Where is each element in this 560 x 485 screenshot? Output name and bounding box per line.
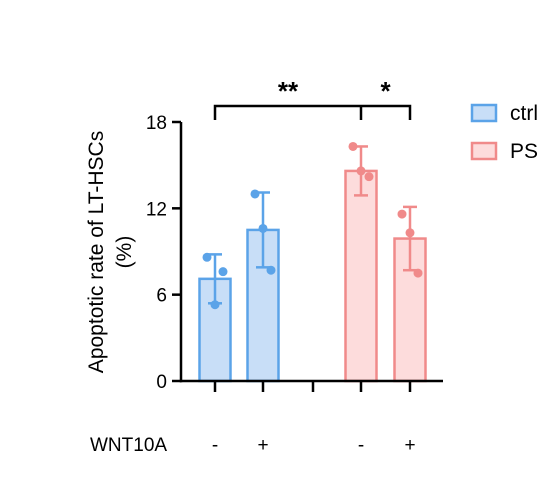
significance-label: * [380, 76, 391, 106]
data-point [218, 267, 228, 277]
y-axis-label-line-1: Apoptotic rate of LT-HSCs [85, 131, 108, 373]
data-point [364, 172, 374, 182]
condition-label: - [358, 435, 364, 456]
data-point [258, 223, 268, 233]
y-tick-label: 6 [156, 286, 167, 307]
y-axis-label: Apoptotic rate of LT-HSCs (%) [85, 131, 136, 373]
condition-label: + [257, 435, 268, 456]
legend-swatch [470, 141, 498, 161]
data-point [397, 209, 407, 219]
legend: ctrl PS [470, 102, 538, 163]
y-tick-label: 12 [146, 199, 167, 220]
significance-bracket [213, 104, 412, 120]
data-point [356, 166, 366, 176]
data-point [266, 265, 276, 275]
y-tick-label: 0 [156, 372, 167, 393]
data-point [405, 228, 415, 238]
condition-label: - [212, 435, 218, 456]
legend-label: ctrl [510, 102, 538, 125]
legend-swatch [470, 103, 498, 123]
legend-label: PS [510, 140, 538, 163]
data-point [413, 268, 423, 278]
bar [344, 169, 378, 383]
condition-label: + [404, 435, 415, 456]
data-point [210, 300, 220, 310]
data-point [202, 252, 212, 262]
data-point [250, 189, 260, 199]
y-axis-label-line-2: (%) [113, 236, 136, 269]
data-point [348, 141, 358, 151]
factor-label: WNT10A [90, 435, 167, 456]
significance-label: ** [278, 76, 299, 106]
y-tick-label: 18 [146, 113, 167, 134]
